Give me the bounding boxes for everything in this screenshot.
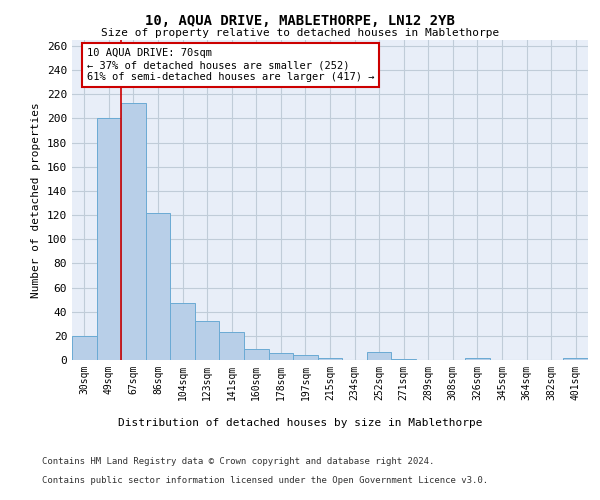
Bar — [121, 103, 146, 360]
Bar — [97, 118, 121, 360]
Y-axis label: Number of detached properties: Number of detached properties — [31, 102, 41, 298]
Bar — [195, 322, 220, 360]
Bar — [269, 353, 293, 360]
Bar — [391, 359, 416, 360]
Text: 10 AQUA DRIVE: 70sqm
← 37% of detached houses are smaller (252)
61% of semi-deta: 10 AQUA DRIVE: 70sqm ← 37% of detached h… — [87, 48, 374, 82]
Text: Size of property relative to detached houses in Mablethorpe: Size of property relative to detached ho… — [101, 28, 499, 38]
Bar — [170, 303, 195, 360]
Text: Distribution of detached houses by size in Mablethorpe: Distribution of detached houses by size … — [118, 418, 482, 428]
Bar — [318, 358, 342, 360]
Bar — [220, 332, 244, 360]
Text: 10, AQUA DRIVE, MABLETHORPE, LN12 2YB: 10, AQUA DRIVE, MABLETHORPE, LN12 2YB — [145, 14, 455, 28]
Bar — [146, 212, 170, 360]
Bar — [367, 352, 391, 360]
Bar — [563, 358, 588, 360]
Text: Contains public sector information licensed under the Open Government Licence v3: Contains public sector information licen… — [42, 476, 488, 485]
Bar — [293, 355, 318, 360]
Bar — [244, 349, 269, 360]
Bar — [465, 358, 490, 360]
Text: Contains HM Land Registry data © Crown copyright and database right 2024.: Contains HM Land Registry data © Crown c… — [42, 458, 434, 466]
Bar — [72, 336, 97, 360]
